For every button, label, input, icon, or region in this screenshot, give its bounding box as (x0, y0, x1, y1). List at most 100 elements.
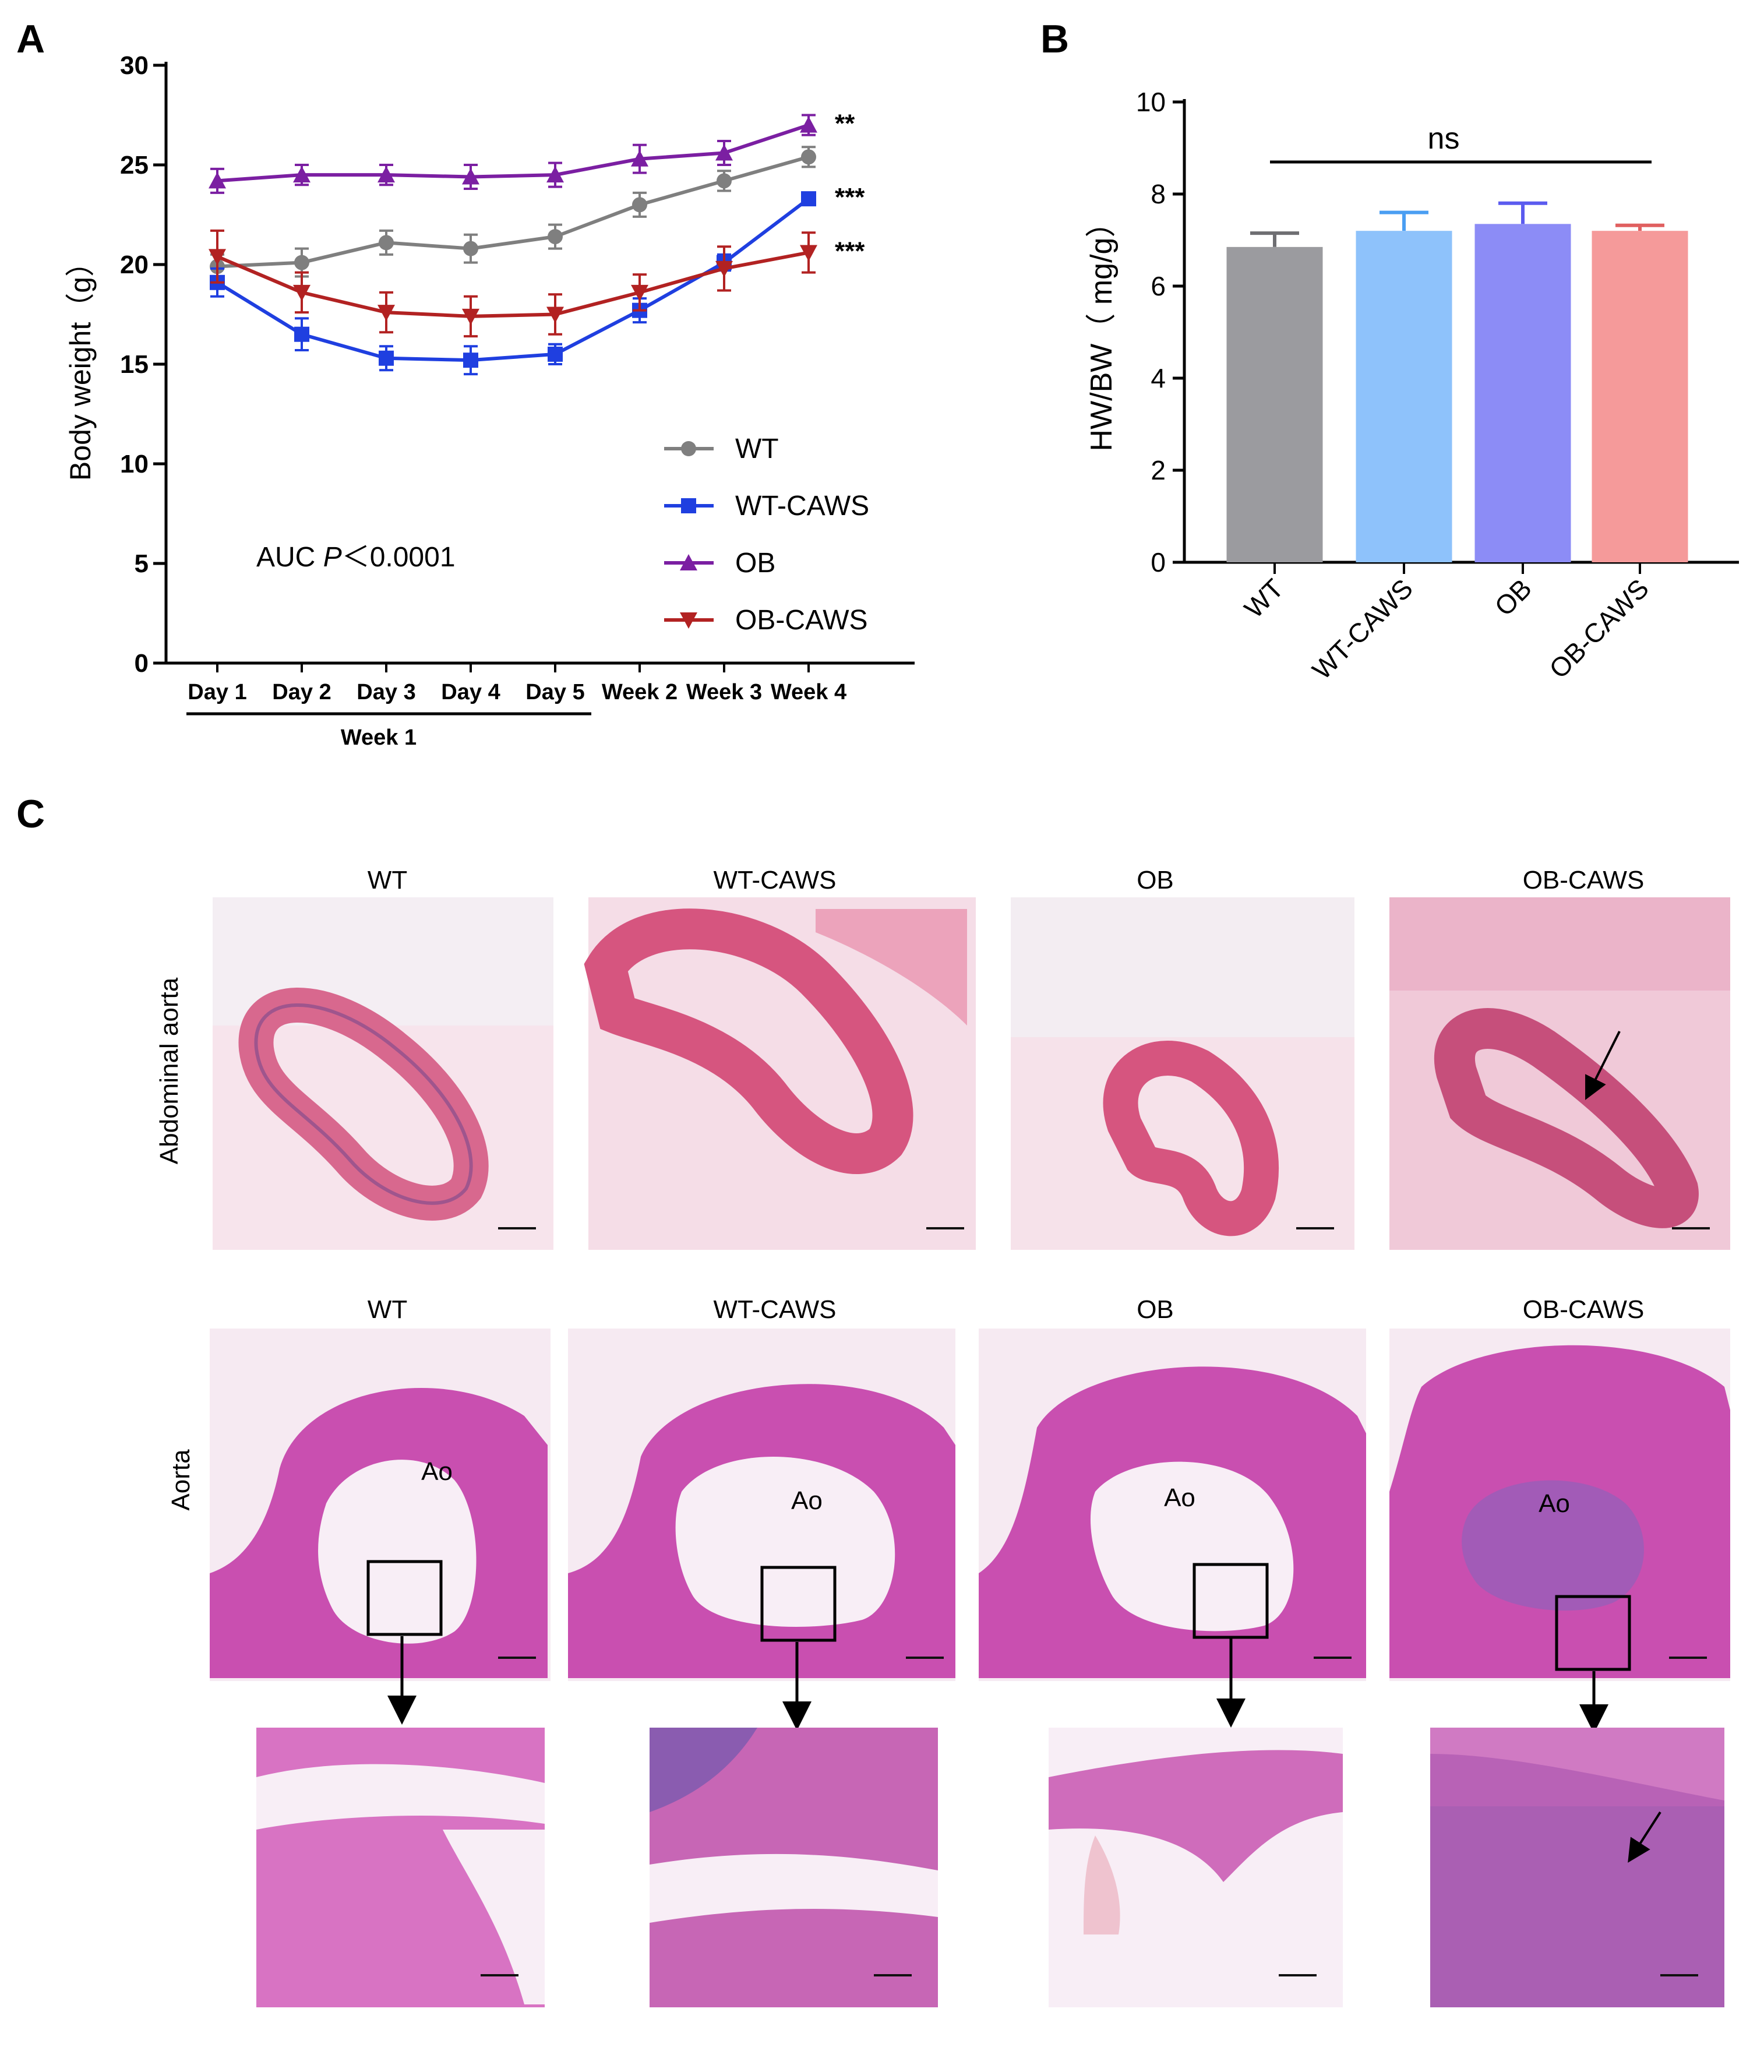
legend-label-ob: OB (735, 548, 775, 579)
panel-a-letter: A (16, 17, 45, 61)
legend-label-wt-caws: WT-CAWS (735, 491, 869, 521)
body-weight-line-chart: 0 5 10 15 20 25 30 Day 1 Day 2 Day 3 Day 4 Day 5 Wee… (64, 51, 915, 750)
ao-label-wt: Ao (421, 1457, 453, 1486)
auc-annotation: AUC P＜0.0001 (256, 542, 456, 573)
x-tick-label-day-5: Day 5 (525, 680, 584, 704)
aorta-image-wt-caws: Ao (568, 1329, 955, 1681)
inset-box-ob-caws (1555, 1595, 1631, 1671)
legend-marker-wt-caws (681, 498, 696, 513)
data-point-wt-caws-4 (548, 346, 563, 362)
aorta-image-ob-caws: Ao (1389, 1329, 1730, 1681)
y-tick-label-30: 30 (120, 51, 149, 80)
aorta-title-wt: WT (368, 1295, 407, 1324)
data-point-ob-1 (293, 166, 311, 183)
inset-box-wt-caws (760, 1566, 837, 1642)
lesion-arrow-abdominal (1585, 1031, 1621, 1100)
x-tick-label-week-4: Week 4 (771, 680, 846, 704)
aorta-title-ob-caws: OB-CAWS (1523, 1295, 1645, 1324)
panel-c-letter: C (16, 792, 45, 836)
inset-box-ob (1193, 1563, 1269, 1639)
data-point-ob-caws-6 (715, 260, 733, 277)
x-tick-label-day-4: Day 4 (441, 680, 500, 704)
abdominal-aorta-image-wt (213, 897, 553, 1250)
x-tick-label-day-2: Day 2 (272, 680, 331, 704)
data-point-ob-caws-5 (631, 284, 648, 301)
zoom-image-ob-caws (1430, 1728, 1724, 2007)
data-point-ob-5 (631, 150, 648, 167)
abdominal-title-wt: WT (368, 866, 407, 894)
row-label-abdominal-aorta: Abdominal aorta (155, 977, 184, 1164)
data-point-ob-caws-0 (209, 249, 226, 266)
data-point-wt-3 (463, 241, 478, 256)
series-line-ob (217, 123, 809, 183)
aorta-image-ob: Ao (979, 1329, 1366, 1681)
series-line-wt (217, 155, 809, 269)
data-point-ob-6 (715, 144, 733, 161)
x-tick-label-day-1: Day 1 (188, 680, 246, 704)
abdominal-aorta-image-ob (1011, 897, 1354, 1250)
abdominal-title-ob: OB (1137, 866, 1174, 894)
bar-ob-caws (1592, 231, 1688, 562)
abdominal-title-ob-caws: OB-CAWS (1523, 866, 1645, 894)
data-point-ob-caws-7 (800, 245, 817, 262)
y-tick-label-b-8: 8 (1151, 179, 1166, 209)
x-tick-label-day-3: Day 3 (357, 680, 415, 704)
y-tick-label-0: 0 (135, 649, 149, 678)
data-point-wt-caws-3 (463, 353, 478, 368)
abdominal-aorta-image-ob-caws (1389, 897, 1730, 1250)
legend-marker-ob (680, 554, 697, 570)
y-tick-label-b-0: 0 (1151, 547, 1166, 577)
data-point-wt-caws-2 (379, 350, 394, 366)
data-point-wt-7 (801, 149, 816, 165)
aorta-image-wt: Ao (210, 1329, 551, 1681)
zoom-image-wt (256, 1728, 545, 2007)
legend-marker-ob-caws (680, 612, 697, 629)
y-tick-label-20: 20 (120, 251, 149, 279)
series-line-wt-caws (216, 197, 810, 362)
zoom-image-ob (1049, 1728, 1343, 2007)
data-point-ob-3 (462, 168, 479, 185)
y-tick-label-b-6: 6 (1151, 271, 1166, 301)
ao-label-ob-caws: Ao (1539, 1489, 1570, 1518)
data-point-ob-caws-3 (462, 308, 479, 325)
x-tick-label-week-3: Week 3 (686, 680, 762, 704)
data-point-wt-caws-1 (294, 326, 309, 342)
data-point-wt-caws-7 (801, 191, 816, 207)
data-point-ob-caws-4 (546, 306, 564, 323)
bar-wt-caws (1356, 231, 1452, 562)
data-point-wt-5 (632, 197, 647, 213)
y-tick-label-b-4: 4 (1151, 363, 1166, 393)
hw-bw-bar-chart: 0 2 4 6 8 10 HW/BW（ mg/g） WT WT-CAWS OB OB-CAWS ns (1085, 87, 1739, 685)
aorta-title-ob: OB (1137, 1295, 1174, 1324)
legend-label-wt: WT (735, 434, 779, 464)
y-tick-label-15: 15 (120, 350, 149, 379)
data-point-wt-2 (379, 235, 394, 251)
y-axis-label-b: HW/BW（ mg/g） (1085, 207, 1119, 452)
significance-ob: ** (835, 110, 855, 138)
aorta-title-wt-caws: WT-CAWS (714, 1295, 837, 1324)
ao-label-ob: Ao (1164, 1483, 1195, 1512)
legend-marker-wt (681, 441, 696, 456)
x-tick-label-b-wt: WT (1239, 573, 1289, 623)
data-point-wt-4 (548, 229, 563, 245)
abdominal-title-wt-caws: WT-CAWS (714, 866, 837, 894)
significance-wt-caws: *** (835, 183, 865, 212)
y-tick-label-25: 25 (120, 151, 149, 179)
legend-label-ob-caws: OB-CAWS (735, 605, 868, 636)
data-point-ob-2 (378, 166, 395, 183)
x-tick-label-week-2: Week 2 (602, 680, 678, 704)
week1-label: Week 1 (341, 725, 417, 750)
y-tick-label-b-2: 2 (1151, 455, 1166, 485)
y-axis-label: Body weight（g） (64, 248, 97, 481)
y-tick-label-5: 5 (135, 549, 149, 578)
lesion-arrow-aorta (1628, 1811, 1661, 1863)
zoom-image-wt-caws (650, 1728, 938, 2007)
bar-ob (1474, 224, 1571, 563)
series-line-ob-caws (216, 251, 809, 318)
data-point-ob-caws-1 (293, 284, 311, 301)
data-point-ob-7 (800, 116, 817, 133)
significance-ob-caws: *** (835, 237, 865, 265)
data-point-ob-caws-2 (378, 305, 395, 322)
y-tick-label-10: 10 (120, 450, 149, 478)
